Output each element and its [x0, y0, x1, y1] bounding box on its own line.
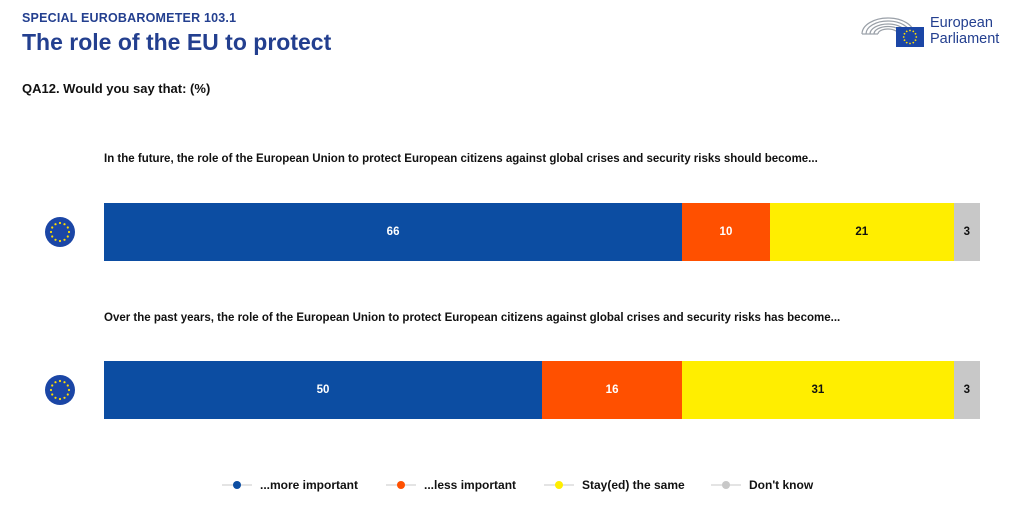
european-parliament-hemicycle-icon — [861, 17, 924, 47]
bar-segment-1-2: 10 — [682, 203, 770, 261]
report-kicker: SPECIAL EUROBAROMETER 103.1 — [22, 11, 237, 25]
eu-flag-icon — [45, 217, 75, 247]
legend-item-3: Stay(ed) the same — [544, 478, 685, 492]
bar-segment-1-4: 3 — [953, 203, 980, 261]
chart-legend: ...more important ...less important Stay(e… — [0, 478, 1024, 494]
logo-text-line2: Parliament — [930, 31, 1000, 47]
data-label: 3 — [963, 226, 971, 238]
legend-label: Stay(ed) the same — [582, 478, 685, 492]
data-label: 66 — [386, 226, 400, 238]
question-label: QA12. Would you say that: (%) — [22, 81, 211, 96]
data-label: 16 — [605, 384, 619, 396]
bar-segment-2-3: 31 — [682, 361, 954, 419]
legend-marker — [386, 478, 416, 492]
legend-label: ...more important — [260, 478, 359, 492]
data-label: 21 — [855, 226, 869, 238]
legend-marker — [711, 478, 741, 492]
logo-text-line1: European — [930, 15, 993, 31]
legend-item-1: ...more important — [222, 478, 358, 492]
eu-flag-icon — [45, 375, 75, 405]
bar-row-1: 66 10 21 3 — [104, 203, 980, 261]
logo-text: European Parliament — [930, 15, 999, 47]
bar-segment-1-3: 21 — [769, 203, 954, 261]
data-label: 10 — [719, 226, 733, 238]
statement-label-2: Over the past years, the role of the Eur… — [104, 312, 841, 324]
bar-row-2: 50 16 31 3 — [104, 361, 980, 419]
legend-marker — [544, 478, 574, 492]
legend-item-4: Don't know — [711, 478, 813, 492]
page-title: The role of the EU to protect — [22, 29, 332, 55]
european-parliament-logo: European Parliament — [858, 12, 1018, 52]
bar-segment-2-1: 50 — [104, 361, 542, 419]
statement-label-1: In the future, the role of the European … — [104, 153, 818, 165]
legend-item-2: ...less important — [386, 478, 516, 492]
bar-segment-2-2: 16 — [542, 361, 683, 419]
legend-label: ...less important — [424, 478, 517, 492]
data-label: 31 — [811, 384, 825, 396]
legend-label: Don't know — [749, 478, 814, 492]
data-label: 50 — [316, 384, 330, 396]
data-label: 3 — [963, 384, 971, 396]
legend-marker — [222, 478, 252, 492]
bar-segment-1-1: 66 — [104, 203, 683, 261]
bar-segment-2-4: 3 — [953, 361, 980, 419]
